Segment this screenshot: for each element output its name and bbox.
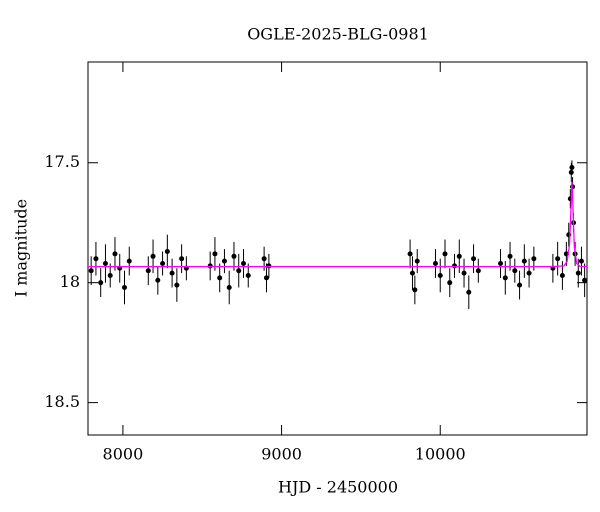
data-point <box>414 258 420 264</box>
data-point <box>471 256 477 262</box>
y-tick-label: 17.5 <box>44 152 80 171</box>
data-point <box>521 258 527 264</box>
data-point <box>575 270 581 276</box>
data-point <box>212 251 218 257</box>
data-point <box>145 268 151 274</box>
data-point <box>221 258 227 264</box>
data-point <box>409 270 415 276</box>
y-tick-label: 18 <box>60 272 80 291</box>
data-point <box>582 277 588 283</box>
y-tick-label: 18.5 <box>44 392 80 411</box>
data-point <box>568 169 574 175</box>
data-point <box>507 253 513 259</box>
data-point <box>407 251 413 257</box>
data-point <box>461 270 467 276</box>
data-point <box>266 263 272 269</box>
data-point <box>498 260 504 266</box>
data-point <box>226 284 232 290</box>
data-point <box>240 260 246 266</box>
model-curve <box>88 181 588 268</box>
data-point <box>502 275 508 281</box>
x-tick-label: 10000 <box>415 445 466 464</box>
data-point <box>107 272 113 278</box>
data-point <box>179 256 185 262</box>
data-point <box>236 268 242 274</box>
x-tick-label: 9000 <box>261 445 302 464</box>
data-point <box>88 268 94 274</box>
data-point <box>437 272 443 278</box>
x-tick-label: 8000 <box>103 445 144 464</box>
data-point <box>512 268 518 274</box>
data-point <box>452 263 458 269</box>
data-point <box>112 251 118 257</box>
data-point <box>245 272 251 278</box>
data-point <box>261 256 267 262</box>
chart-title: OGLE-2025-BLG-0981 <box>247 25 429 44</box>
data-point <box>174 282 180 288</box>
data-point <box>164 248 170 254</box>
data-point <box>447 280 453 286</box>
plot-frame <box>87 61 588 436</box>
data-point <box>207 263 213 269</box>
data-point <box>231 253 237 259</box>
data-point <box>569 165 575 171</box>
data-point <box>432 260 438 266</box>
data-point <box>263 275 269 281</box>
data-point <box>517 282 523 288</box>
data-point <box>526 270 532 276</box>
data-point <box>160 260 166 266</box>
data-point <box>169 270 175 276</box>
data-point <box>98 280 104 286</box>
data-point <box>578 258 584 264</box>
data-point <box>121 284 127 290</box>
y-axis-label: I magnitude <box>12 199 31 297</box>
data-point <box>102 260 108 266</box>
data-point <box>456 253 462 259</box>
data-point <box>150 253 156 259</box>
data-point <box>217 275 223 281</box>
data-point <box>126 258 132 264</box>
data-point <box>475 268 481 274</box>
data-point <box>531 256 537 262</box>
data-point <box>442 251 448 257</box>
data-point <box>412 287 418 293</box>
data-point <box>559 272 565 278</box>
x-axis-label: HJD - 2450000 <box>278 478 398 497</box>
data-point <box>155 277 161 283</box>
data-point <box>93 256 99 262</box>
data-point <box>555 256 561 262</box>
data-point <box>466 289 472 295</box>
